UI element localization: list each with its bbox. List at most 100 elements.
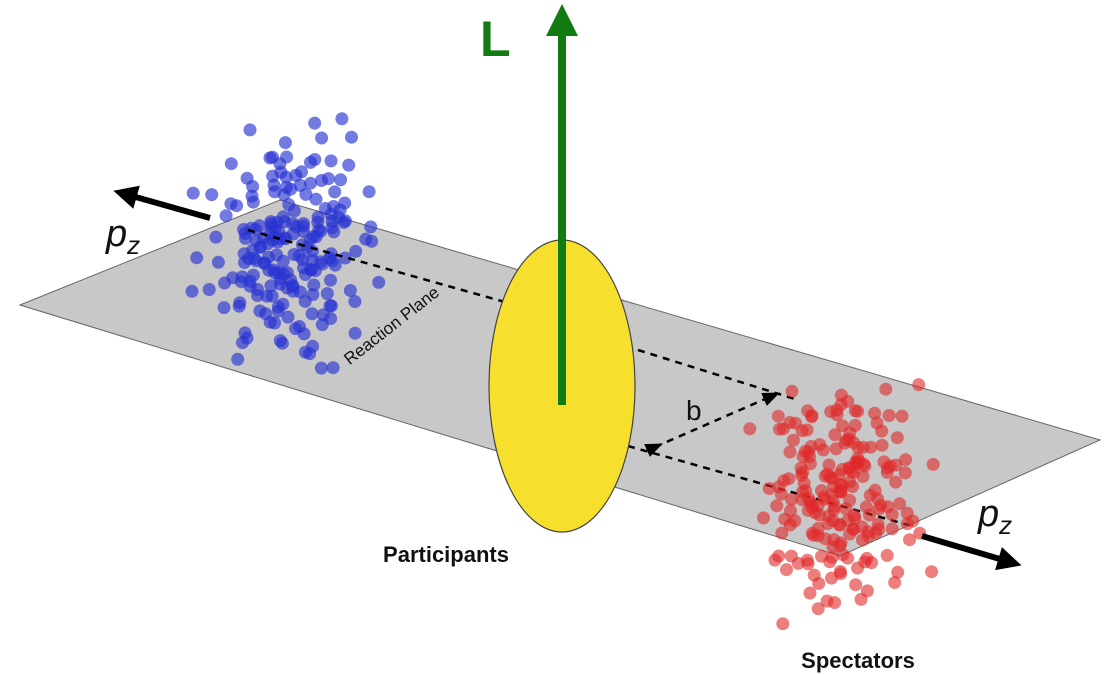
nucleon xyxy=(280,150,294,164)
nucleon xyxy=(757,511,770,525)
nucleon xyxy=(238,256,251,269)
nucleon xyxy=(859,500,873,514)
nucleon xyxy=(775,526,789,540)
nucleon xyxy=(253,219,266,233)
nucleon xyxy=(219,209,233,223)
nucleon xyxy=(328,258,342,272)
nucleon xyxy=(348,326,362,340)
nucleon xyxy=(815,549,828,563)
nucleon xyxy=(246,195,260,209)
nucleon xyxy=(823,470,837,484)
nucleon xyxy=(785,493,798,506)
nucleon xyxy=(825,550,839,564)
nucleon xyxy=(232,299,246,313)
nucleon xyxy=(217,301,231,315)
nucleon xyxy=(762,482,776,495)
nucleon xyxy=(805,501,819,515)
nucleon xyxy=(185,284,199,298)
nucleon xyxy=(364,220,378,234)
nucleon xyxy=(796,465,810,479)
momentum-symbol: p xyxy=(977,493,999,535)
nucleon xyxy=(743,422,757,436)
nucleon xyxy=(304,155,317,169)
nucleon xyxy=(327,225,341,239)
nucleon xyxy=(231,352,245,366)
momentum-arrow xyxy=(921,533,1022,571)
nucleon xyxy=(828,596,842,610)
nucleon xyxy=(289,168,303,182)
nucleon xyxy=(828,499,842,513)
nucleon xyxy=(271,235,285,249)
nucleon xyxy=(287,204,301,218)
momentum-arrow xyxy=(113,185,211,221)
nucleon xyxy=(186,186,200,200)
nucleon xyxy=(306,230,320,244)
nucleon xyxy=(776,617,790,631)
nucleon xyxy=(246,180,260,193)
nucleon xyxy=(342,158,356,172)
nucleon xyxy=(843,527,857,541)
impact-parameter-arrow xyxy=(644,392,781,457)
spectators-label: Spectators xyxy=(801,648,915,673)
nucleon xyxy=(275,336,289,350)
nucleon xyxy=(338,214,352,228)
nucleon xyxy=(833,539,847,552)
nucleon xyxy=(845,464,859,478)
nucleon xyxy=(224,157,238,171)
impact-parameter-label: b xyxy=(686,395,702,426)
nucleon xyxy=(299,187,313,201)
nucleon xyxy=(785,384,799,398)
nucleon xyxy=(209,230,223,244)
nucleon xyxy=(925,565,939,579)
nucleon xyxy=(304,176,317,190)
nucleon xyxy=(372,275,386,289)
nucleon xyxy=(335,112,349,126)
nucleon xyxy=(338,251,352,265)
participants-label: Participants xyxy=(383,542,509,567)
nucleon xyxy=(365,234,379,248)
nucleon xyxy=(865,556,878,570)
nucleon xyxy=(900,517,914,531)
nucleon xyxy=(868,406,882,420)
nucleon xyxy=(805,410,819,424)
nucleon xyxy=(839,433,853,447)
nucleon xyxy=(843,493,857,507)
nucleon xyxy=(190,251,204,265)
nucleon xyxy=(788,514,802,528)
nucleon xyxy=(306,288,320,302)
nucleon xyxy=(289,322,302,336)
nucleon xyxy=(797,476,811,490)
momentum-label: pz xyxy=(977,493,1012,540)
nucleon xyxy=(280,180,293,194)
nucleon xyxy=(276,297,290,311)
nucleon xyxy=(264,215,278,229)
nucleon xyxy=(246,268,260,282)
nucleon xyxy=(324,273,337,287)
nucleon xyxy=(307,278,321,292)
nucleon xyxy=(243,123,257,137)
momentum-subscript: z xyxy=(126,230,140,260)
nucleon xyxy=(324,312,338,325)
nucleon xyxy=(926,457,940,471)
nucleon xyxy=(771,409,785,423)
nucleon xyxy=(334,173,348,187)
nucleon xyxy=(849,578,863,592)
nucleon xyxy=(328,185,342,199)
nucleon xyxy=(309,192,323,206)
nucleon xyxy=(268,185,282,199)
nucleon xyxy=(833,518,847,532)
nucleon xyxy=(211,255,225,269)
nucleon xyxy=(772,549,786,563)
nucleon xyxy=(253,240,267,254)
nucleon xyxy=(852,454,866,468)
nucleon xyxy=(888,576,902,589)
nucleon xyxy=(783,445,797,459)
nucleon xyxy=(841,551,855,565)
nucleon xyxy=(266,169,280,183)
nucleon xyxy=(325,214,339,228)
nucleon xyxy=(870,416,884,430)
nucleon xyxy=(780,563,793,577)
nucleon xyxy=(860,584,874,598)
nucleon xyxy=(834,485,848,499)
nucleon xyxy=(315,131,329,145)
